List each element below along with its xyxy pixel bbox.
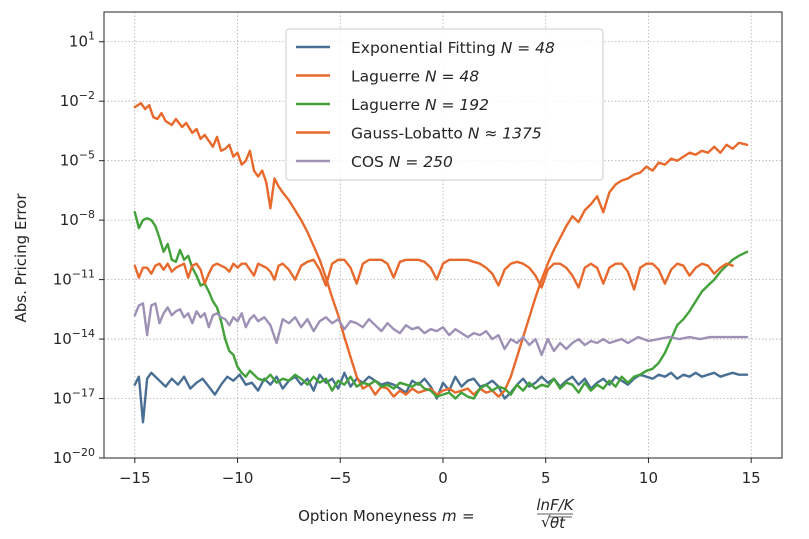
y-tick-label: 10−8 — [60, 208, 95, 229]
legend: Exponential Fitting N = 48 Laguerre N = 4… — [285, 28, 604, 181]
x-tick-label: −5 — [329, 469, 351, 487]
series-lines — [133, 101, 749, 424]
series-line-4 — [133, 302, 749, 357]
x-axis-formula-denominator: θt — [550, 514, 566, 532]
legend-box — [285, 28, 604, 181]
legend-label: Gauss-Lobatto N ≈ 1375 — [351, 125, 542, 143]
x-axis-label: Option Moneyness m = lnF/K √ θt — [298, 496, 575, 532]
legend-label: COS N = 250 — [351, 153, 453, 171]
x-tick-label: −10 — [222, 469, 254, 487]
series-line-1 — [133, 101, 749, 398]
x-tick-label: 0 — [438, 469, 448, 487]
series-line-0 — [133, 371, 749, 424]
x-tick-label: −15 — [119, 469, 151, 487]
y-tick-label: 10−14 — [53, 327, 95, 348]
x-axis-formula-lhs: m — [442, 507, 457, 525]
legend-label: Laguerre N = 192 — [351, 96, 489, 114]
y-axis-label: Abs. Pricing Error — [12, 193, 30, 323]
x-axis-formula-sqrt: √ — [541, 513, 551, 531]
x-axis-label-text: Option Moneyness — [298, 507, 437, 525]
series-line-2 — [133, 210, 749, 400]
legend-label: Laguerre N = 48 — [351, 68, 479, 86]
y-tick-label: 10−20 — [53, 446, 95, 467]
legend-entries: Exponential Fitting N = 48 Laguerre N = 4… — [296, 39, 555, 171]
x-axis-formula-equals: = — [462, 507, 475, 525]
y-tick-label: 101 — [69, 30, 95, 51]
y-tick-label: 10−17 — [53, 387, 95, 408]
y-tick-label: 10−2 — [60, 89, 95, 110]
y-axis-ticks: 10−20 10−17 10−14 10−11 10−8 10−5 10−2 101 — [53, 30, 104, 467]
x-axis-formula-numerator: lnF/K — [536, 496, 574, 514]
legend-label: Exponential Fitting N = 48 — [351, 39, 555, 57]
y-tick-label: 10−5 — [60, 149, 95, 170]
y-tick-label: 10−11 — [53, 268, 95, 289]
series-line-3 — [133, 258, 734, 291]
x-tick-label: 5 — [541, 469, 551, 487]
x-tick-label: 15 — [742, 469, 761, 487]
x-axis-ticks: −15 −10 −5 0 5 10 15 — [119, 458, 761, 487]
x-tick-label: 10 — [639, 469, 658, 487]
